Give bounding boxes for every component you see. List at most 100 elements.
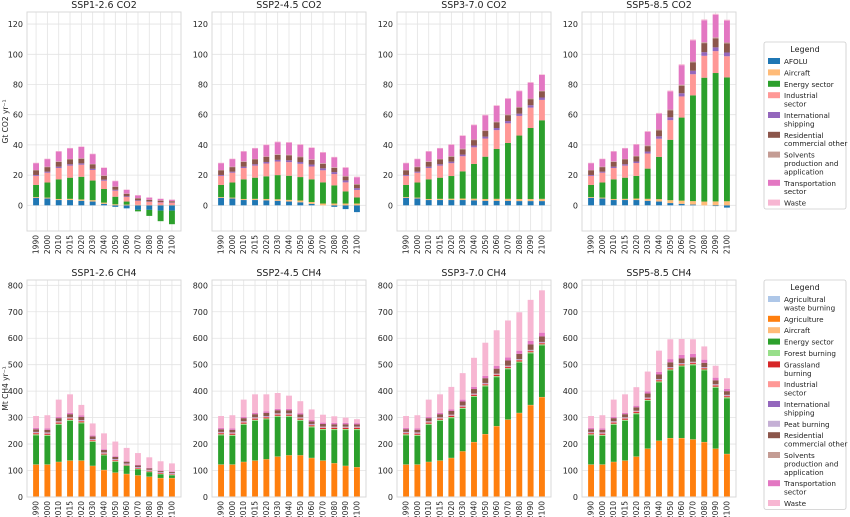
legend-swatch-transportation-sector (768, 480, 780, 487)
legend-co2: Legend AFOLU Aircraft Energy sector Industri… (763, 41, 847, 210)
bar-segment-grassland-burning (527, 351, 534, 353)
bar-segment-residential-commercial-other (146, 468, 153, 470)
bar-segment-residential-commercial-other (516, 353, 523, 360)
bar-segment-energy-sector (252, 177, 258, 199)
y-tick-label: 300 (563, 414, 578, 423)
y-tick-label: 40 (568, 141, 578, 150)
bar-segment-agriculture (263, 459, 270, 497)
bar-segment-peat-burning (403, 431, 410, 433)
bar-segment-industrial-sector (308, 166, 315, 180)
bar-segment-afolu (123, 205, 130, 209)
bar-segment-waste (274, 392, 281, 409)
bar-segment-waste (538, 74, 545, 75)
bar-segment-international-shipping (112, 189, 119, 191)
bar-segment-industrial-sector (252, 418, 258, 419)
y-tick-label: 400 (378, 387, 393, 396)
bar-segment-industrial-sector (505, 366, 511, 368)
bar-segment-peat-burning (644, 397, 651, 399)
bar-segment-forest-burning (588, 434, 595, 436)
x-tick-label: 2090 (341, 501, 350, 517)
x-tick-label: 2100 (167, 501, 176, 517)
bar-segment-energy-sector (482, 386, 489, 435)
y-tick-label: 40 (13, 141, 23, 150)
bar-segment-residential-commercial-other (437, 159, 443, 165)
bar-segment-residential-commercial-other (403, 429, 410, 432)
bar-segment-industrial-sector (274, 161, 281, 176)
legend-label: Aircraft (784, 68, 810, 77)
bar-segment-transportation-sector (471, 386, 477, 390)
bar-segment-residential-commercial-other (168, 471, 175, 473)
legend-swatch-solvents-production-and-application (768, 452, 780, 458)
bar-segment-aircraft (78, 199, 85, 201)
bar-segment-transportation-sector (320, 152, 326, 164)
axes-frame (581, 279, 737, 498)
bar-segment-afolu (146, 205, 153, 210)
bar-segment-waste (342, 167, 349, 168)
x-tick-label: 2070 (688, 501, 697, 517)
bar-segment-solvents-production-and-application (656, 129, 662, 131)
bar-segment-industrial-sector (218, 175, 225, 185)
x-tick-label: 2080 (145, 501, 154, 517)
bar-segment-transportation-sector (723, 388, 730, 392)
bar-segment-afolu (168, 205, 175, 211)
bar-segment-agriculture (78, 460, 85, 497)
x-tick-label: 2100 (722, 235, 731, 254)
bar-segment-afolu (425, 200, 432, 206)
bar-segment-peat-burning (516, 359, 523, 360)
x-tick-label: 2090 (156, 501, 165, 517)
bar-segment-residential-commercial-other (240, 161, 247, 167)
bar-segment-transportation-sector (297, 413, 304, 415)
bar-segment-grassland-burning (240, 422, 247, 424)
y-tick-label: 80 (568, 80, 578, 89)
bar-segment-forest-burning (516, 361, 523, 363)
bar-segment-industrial-sector (308, 424, 315, 426)
bar-segment-agriculture (146, 476, 153, 497)
bar-segment-energy-sector (712, 387, 719, 449)
x-tick-label: 2050 (111, 235, 120, 254)
bar-segment-transportation-sector (459, 135, 466, 149)
bar-segment-energy-sector (342, 430, 349, 466)
bar-segment-forest-burning (263, 418, 270, 420)
x-tick-label: 2015 (621, 235, 630, 254)
bar-segment-peat-burning (146, 469, 153, 471)
y-tick-label: 120 (8, 20, 23, 29)
bar-segment-waste (135, 453, 141, 465)
bar-segment-aircraft (112, 204, 119, 206)
legend-swatch-energy-sector (768, 80, 780, 87)
bar-segment-residential-commercial-other (331, 167, 338, 173)
bar-segment-energy-sector (123, 465, 130, 474)
bar-segment-residential-commercial-other (588, 429, 595, 432)
y-tick-label: 100 (378, 467, 393, 476)
bar-segment-agriculture (505, 419, 511, 497)
bar-segment-international-shipping (622, 164, 628, 166)
x-tick-label: 2100 (352, 235, 361, 254)
bar-segment-grassland-burning (678, 364, 685, 366)
y-tick-label: 0 (18, 201, 23, 210)
bar-segment-energy-sector (712, 73, 719, 202)
bar-segment-industrial-sector (320, 170, 326, 183)
bar-segment-aircraft (448, 198, 455, 201)
bar-segment-agriculture (240, 462, 247, 497)
bar-segment-peat-burning (690, 361, 696, 363)
bar-segment-residential-commercial-other (353, 184, 360, 189)
bar-segment-peat-burning (112, 459, 119, 460)
bar-segment-residential-commercial-other (297, 157, 304, 162)
bar-segment-transportation-sector (240, 151, 247, 162)
y-tick-label: 800 (8, 281, 23, 290)
bar-segment-waste (342, 417, 349, 423)
x-tick-label: 2050 (666, 501, 675, 517)
bar-segment-residential-commercial-other (33, 429, 40, 432)
bar-segment-industrial-sector (123, 464, 130, 465)
bar-segment-transportation-sector (67, 148, 73, 159)
bar-segment-agriculture (252, 460, 258, 497)
bar-segment-energy-sector (516, 362, 523, 413)
bar-segment-international-shipping (353, 188, 360, 190)
chart-title: SSP2-4.5 CH4 (256, 268, 321, 279)
bar-segment-grassland-burning (610, 422, 617, 424)
bar-segment-energy-sector (146, 472, 153, 477)
bar-segment-energy-sector (588, 184, 595, 198)
bar-segment-international-shipping (701, 52, 708, 56)
bar-segment-transportation-sector (33, 427, 40, 430)
bar-segment-waste (723, 19, 730, 21)
bar-segment-industrial-sector (286, 414, 292, 415)
